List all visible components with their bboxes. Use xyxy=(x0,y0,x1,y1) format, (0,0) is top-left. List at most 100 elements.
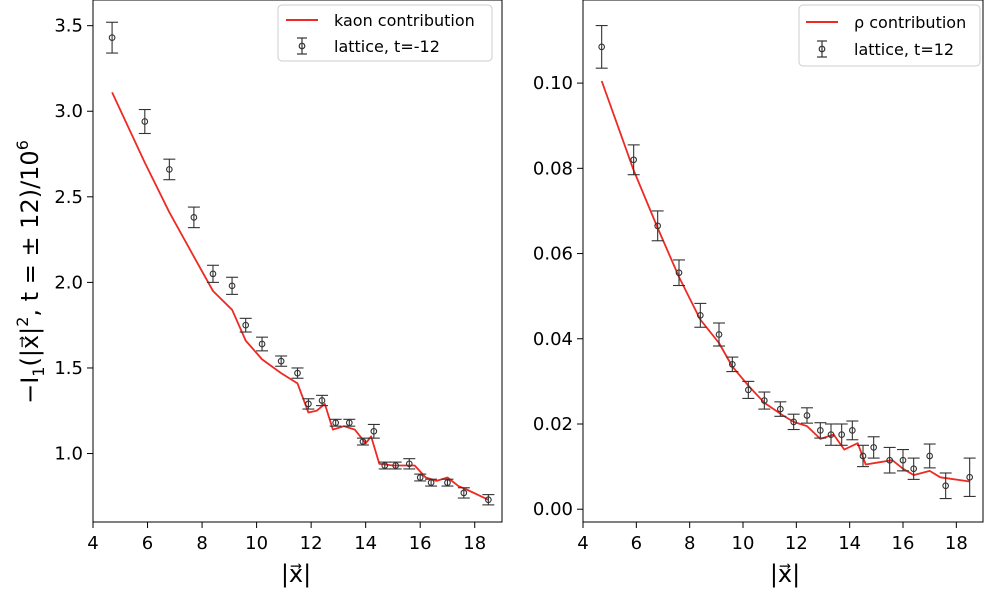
left-axes-frame xyxy=(92,0,503,523)
right-legend-marker-swatch xyxy=(817,40,827,58)
left-lattice-point xyxy=(482,494,495,506)
right-marker xyxy=(803,412,811,419)
right-marker xyxy=(926,452,934,460)
left-marker xyxy=(460,489,468,497)
left-y-tick-label: 2.0 xyxy=(54,272,83,293)
right-marker xyxy=(654,222,662,230)
right-marker xyxy=(848,427,856,434)
left-marker xyxy=(370,427,378,435)
right-lattice-point xyxy=(939,472,952,500)
left-lattice-point xyxy=(239,317,252,333)
right-marker xyxy=(870,444,878,451)
left-lattice-point xyxy=(343,418,356,427)
left-lattice-point xyxy=(414,473,427,482)
left-x-tick-label: 12 xyxy=(300,533,323,554)
right-x-tick-label: 16 xyxy=(892,533,915,554)
left-marker xyxy=(332,419,340,427)
left-marker xyxy=(427,479,435,486)
left-lattice-point xyxy=(367,423,380,439)
left-y-tick-label: 1.5 xyxy=(54,358,83,379)
right-x-axis-title: |x⃗| xyxy=(770,560,800,588)
right-legend: ρ contribution lattice, t=12 xyxy=(798,4,981,67)
right-legend-model-label: ρ contribution xyxy=(854,13,966,32)
right-x-tick-label: 18 xyxy=(945,533,968,554)
right-model-line xyxy=(600,80,970,483)
left-y-tick-label: 2.5 xyxy=(54,187,83,208)
left-x-tick-label: 18 xyxy=(463,533,486,554)
left-marker xyxy=(405,460,413,468)
right-y-tick-label: 0.00 xyxy=(533,499,573,520)
right-marker xyxy=(827,431,835,438)
right-lattice-point xyxy=(846,420,859,441)
left-legend-model-label: kaon contribution xyxy=(334,11,475,30)
right-marker xyxy=(776,405,784,413)
left-x-tick-label: 6 xyxy=(142,533,153,554)
right-y-tick-label: 0.02 xyxy=(533,414,573,435)
left-lattice-point xyxy=(138,108,151,135)
right-lattice-point xyxy=(857,444,869,468)
left-lattice-point xyxy=(356,437,369,446)
right-lattice-point xyxy=(713,322,725,347)
left-marker xyxy=(392,462,400,469)
right-lattice-point xyxy=(627,144,640,176)
right-marker xyxy=(859,452,867,460)
right-lattice-point xyxy=(673,259,685,287)
right-x-tick-label: 6 xyxy=(631,533,642,554)
right-x-tick-label: 4 xyxy=(577,533,588,554)
left-x-tick-label: 16 xyxy=(409,533,432,554)
left-marker xyxy=(277,357,285,365)
right-y-tick-label: 0.04 xyxy=(533,329,573,350)
right-marker xyxy=(715,331,723,338)
right-marker xyxy=(790,418,798,426)
right-marker xyxy=(728,360,736,368)
right-lattice-point xyxy=(787,413,800,431)
left-x-tick-label: 4 xyxy=(87,533,98,554)
left-lattice-point xyxy=(329,418,342,427)
left-marker xyxy=(165,166,173,173)
right-lattice-point xyxy=(726,356,739,373)
left-lattice-point xyxy=(457,487,470,499)
right-y-tick-label: 0.08 xyxy=(533,158,573,179)
right-marker xyxy=(838,431,846,438)
left-lattice-point xyxy=(206,264,219,283)
left-marker xyxy=(294,369,301,377)
right-lattice-point xyxy=(835,423,848,446)
right-lattice-point xyxy=(963,457,976,497)
right-lattice-point xyxy=(814,422,827,439)
left-x-tick-label: 8 xyxy=(196,533,207,554)
right-x-tick-label: 14 xyxy=(838,533,861,554)
right-marker xyxy=(760,397,768,404)
right-lattice-point xyxy=(801,407,813,424)
right-lattice-point xyxy=(742,380,755,399)
left-y-tick-label: 1.0 xyxy=(54,444,83,465)
right-lattice-point xyxy=(883,446,896,474)
left-marker xyxy=(318,397,326,404)
left-marker xyxy=(359,438,367,445)
left-lattice-point xyxy=(425,478,438,487)
left-legend-box xyxy=(277,4,493,62)
left-lattice-point xyxy=(106,21,119,54)
left-marker xyxy=(444,479,451,486)
left-marker xyxy=(416,474,424,481)
right-legend-lattice-label: lattice, t=12 xyxy=(854,40,954,59)
right-marker xyxy=(942,482,950,490)
right-marker xyxy=(899,456,907,464)
right-marker xyxy=(816,427,824,434)
left-marker xyxy=(209,270,217,278)
left-x-tick-label: 14 xyxy=(354,533,377,554)
left-marker xyxy=(108,34,116,42)
right-marker xyxy=(744,386,752,394)
left-lattice-point xyxy=(316,394,329,407)
right-marker xyxy=(630,156,638,164)
left-marker xyxy=(381,462,389,469)
right-marker xyxy=(886,456,894,464)
left-lattice-point xyxy=(187,206,200,229)
right-marker xyxy=(675,269,683,277)
left-marker xyxy=(258,340,266,348)
left-marker xyxy=(190,214,198,221)
right-marker xyxy=(598,43,606,51)
left-lattice-point xyxy=(389,461,402,470)
right-lattice-point xyxy=(651,210,664,242)
